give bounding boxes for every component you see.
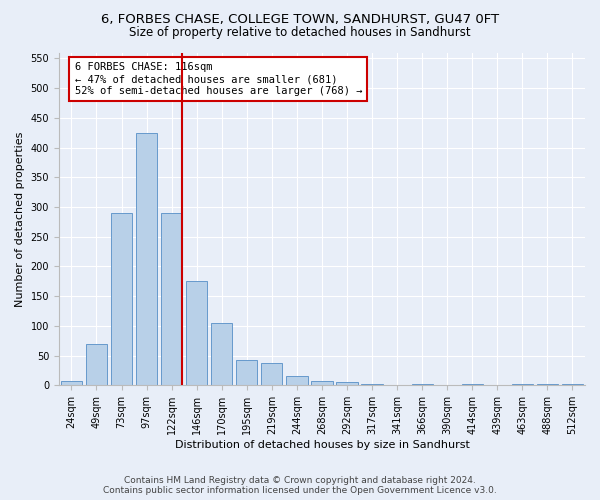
Bar [461, 384, 483, 386]
Bar [261, 364, 283, 386]
Bar [161, 213, 182, 386]
Bar [361, 384, 383, 386]
Y-axis label: Number of detached properties: Number of detached properties [15, 131, 25, 306]
X-axis label: Distribution of detached houses by size in Sandhurst: Distribution of detached houses by size … [175, 440, 469, 450]
Bar [512, 384, 533, 386]
Bar [111, 213, 132, 386]
Bar [86, 344, 107, 386]
Bar [286, 376, 308, 386]
Bar [337, 382, 358, 386]
Bar [236, 360, 257, 386]
Bar [136, 132, 157, 386]
Text: Size of property relative to detached houses in Sandhurst: Size of property relative to detached ho… [129, 26, 471, 39]
Bar [311, 380, 332, 386]
Bar [61, 380, 82, 386]
Text: 6, FORBES CHASE, COLLEGE TOWN, SANDHURST, GU47 0FT: 6, FORBES CHASE, COLLEGE TOWN, SANDHURST… [101, 12, 499, 26]
Bar [562, 384, 583, 386]
Text: 6 FORBES CHASE: 116sqm
← 47% of detached houses are smaller (681)
52% of semi-de: 6 FORBES CHASE: 116sqm ← 47% of detached… [74, 62, 362, 96]
Bar [186, 282, 208, 386]
Text: Contains HM Land Registry data © Crown copyright and database right 2024.
Contai: Contains HM Land Registry data © Crown c… [103, 476, 497, 495]
Bar [211, 323, 232, 386]
Bar [537, 384, 558, 386]
Bar [412, 384, 433, 386]
